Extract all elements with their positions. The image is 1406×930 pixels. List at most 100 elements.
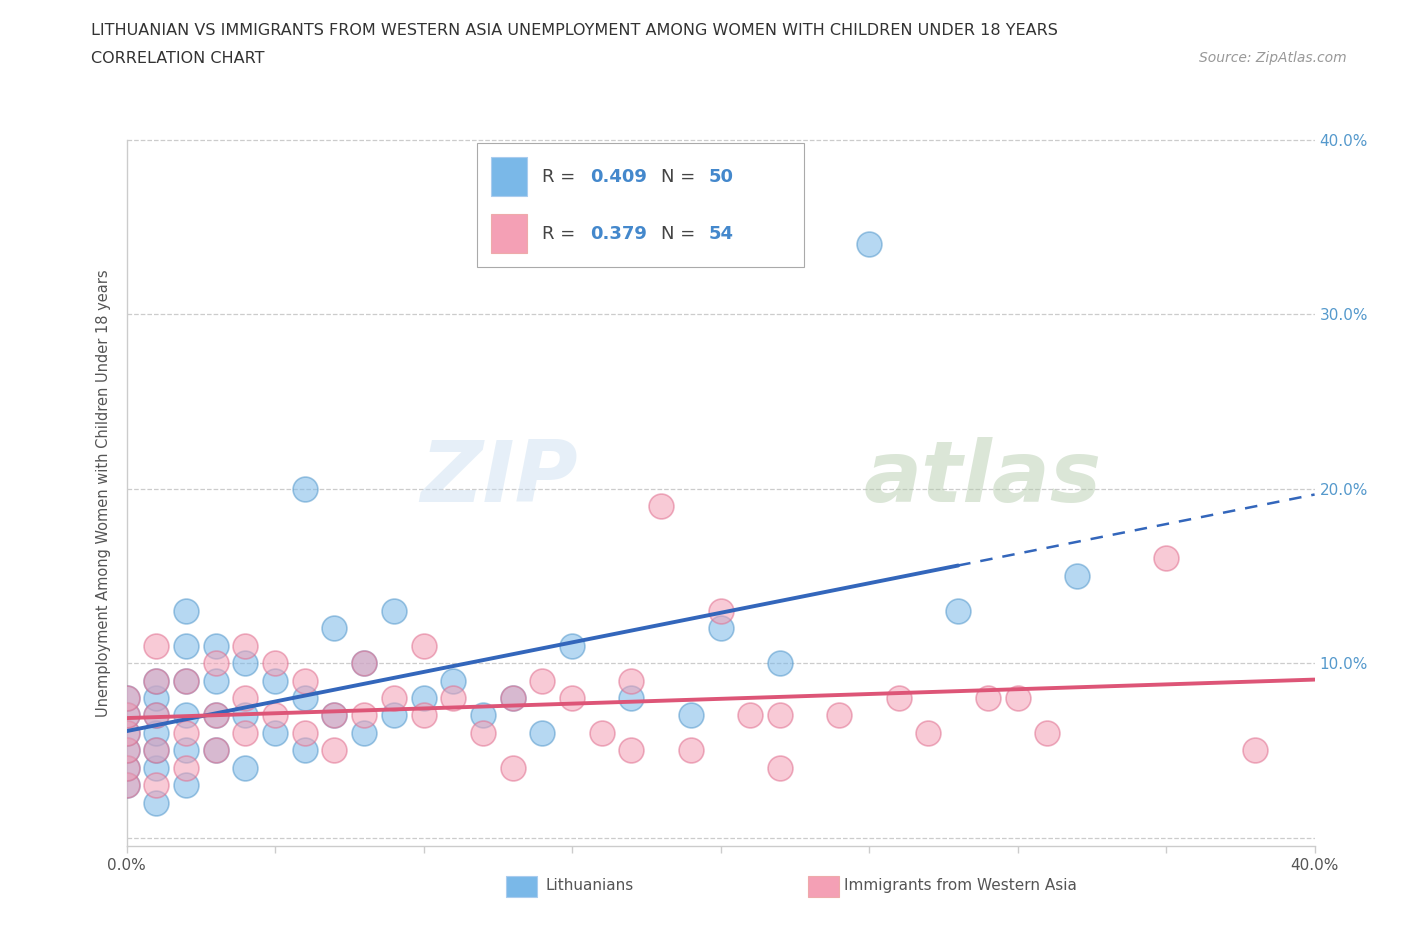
Point (233, 656, 256, 671)
Point (294, 673, 316, 688)
Point (1066, 568, 1088, 583)
Point (917, 725, 939, 740)
Point (145, 761, 167, 776)
FancyBboxPatch shape (491, 157, 527, 196)
Point (115, 690, 138, 705)
Text: Lithuanians: Lithuanians (546, 878, 634, 893)
Point (353, 656, 375, 671)
Point (294, 690, 316, 705)
Text: R =: R = (543, 168, 581, 186)
Point (1036, 725, 1059, 740)
Point (174, 743, 197, 758)
Point (233, 761, 256, 776)
Point (769, 761, 792, 776)
Point (145, 690, 167, 705)
Point (145, 708, 167, 723)
Point (204, 743, 226, 758)
Text: 0.409: 0.409 (591, 168, 647, 186)
Text: 54: 54 (709, 224, 734, 243)
Point (828, 708, 851, 723)
Point (294, 481, 316, 496)
Point (412, 690, 434, 705)
FancyBboxPatch shape (491, 214, 527, 253)
Point (115, 777, 138, 792)
Point (977, 690, 1000, 705)
Point (620, 690, 643, 705)
Point (591, 725, 613, 740)
Point (294, 743, 316, 758)
Text: N =: N = (661, 224, 702, 243)
Point (1244, 743, 1267, 758)
Point (145, 795, 167, 810)
Point (679, 708, 702, 723)
Point (294, 725, 316, 740)
Point (948, 604, 970, 618)
Text: CORRELATION CHART: CORRELATION CHART (91, 51, 264, 66)
Point (115, 708, 138, 723)
Point (233, 725, 256, 740)
Point (204, 708, 226, 723)
FancyBboxPatch shape (477, 143, 804, 267)
Point (233, 708, 256, 723)
Point (769, 656, 792, 671)
Point (174, 708, 197, 723)
Point (323, 620, 346, 635)
Point (115, 708, 138, 723)
Point (204, 638, 226, 653)
Point (115, 743, 138, 758)
Point (264, 708, 287, 723)
Point (204, 673, 226, 688)
Point (531, 673, 554, 688)
Point (620, 673, 643, 688)
Point (858, 237, 880, 252)
Point (174, 725, 197, 740)
Point (620, 743, 643, 758)
Text: R =: R = (543, 224, 581, 243)
Point (531, 725, 554, 740)
Point (323, 743, 346, 758)
Point (1154, 551, 1177, 565)
Point (679, 743, 702, 758)
Point (204, 708, 226, 723)
Text: Source: ZipAtlas.com: Source: ZipAtlas.com (1199, 51, 1347, 65)
Point (145, 743, 167, 758)
Point (115, 690, 138, 705)
Point (174, 673, 197, 688)
Point (115, 761, 138, 776)
Point (233, 690, 256, 705)
Point (174, 673, 197, 688)
Text: Immigrants from Western Asia: Immigrants from Western Asia (844, 878, 1077, 893)
Point (561, 690, 583, 705)
Y-axis label: Unemployment Among Women with Children Under 18 years: Unemployment Among Women with Children U… (96, 269, 111, 717)
Point (115, 777, 138, 792)
Point (769, 708, 792, 723)
Point (382, 604, 405, 618)
Text: ZIP: ZIP (420, 437, 578, 520)
Point (204, 656, 226, 671)
Text: atlas: atlas (863, 437, 1101, 520)
Point (115, 725, 138, 740)
Point (412, 708, 434, 723)
Point (353, 725, 375, 740)
Point (145, 725, 167, 740)
Point (264, 673, 287, 688)
Point (561, 638, 583, 653)
Point (441, 673, 464, 688)
Point (174, 777, 197, 792)
Point (382, 690, 405, 705)
Point (502, 690, 524, 705)
Point (412, 638, 434, 653)
Point (323, 708, 346, 723)
Point (650, 498, 672, 513)
Point (323, 708, 346, 723)
Point (115, 743, 138, 758)
Point (382, 708, 405, 723)
Point (174, 638, 197, 653)
Point (709, 604, 731, 618)
Point (353, 656, 375, 671)
Text: 50: 50 (709, 168, 734, 186)
Point (115, 725, 138, 740)
Point (145, 777, 167, 792)
Point (174, 761, 197, 776)
Point (502, 690, 524, 705)
